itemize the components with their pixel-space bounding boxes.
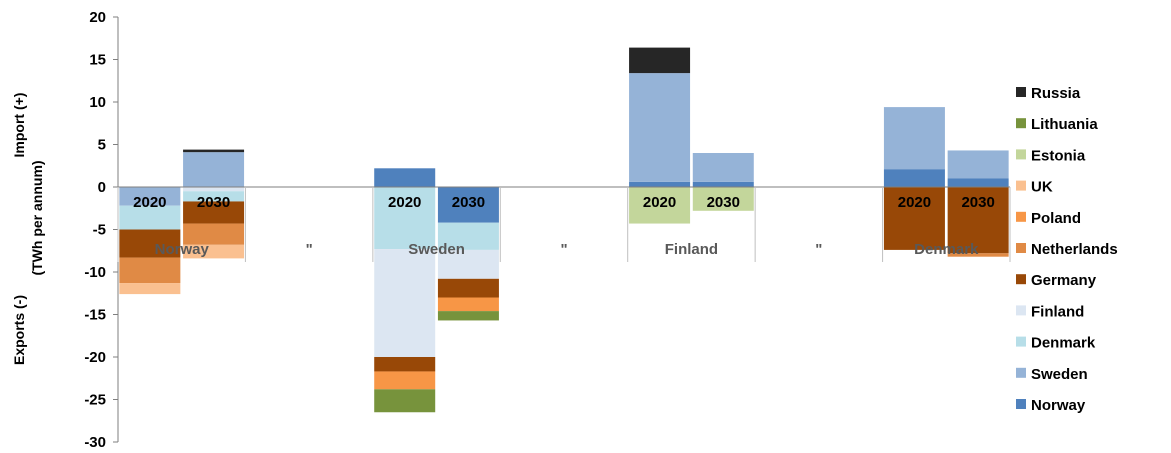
bar-segment-sweden-2030-lithuania <box>437 311 499 321</box>
y-tick-label: -15 <box>84 307 106 324</box>
legend-label-russia: Russia <box>1031 85 1081 102</box>
legend: Russia Lithuania Estonia UK Poland Netherland… <box>1016 85 1118 414</box>
legend-label-uk: UK <box>1031 179 1053 196</box>
bar-segment-norway-2030-finland <box>183 187 245 192</box>
category-label: Sweden <box>408 241 465 258</box>
year-labels: 2020 2030 2020 2030 2020 2030 2020 2030 <box>133 194 995 211</box>
bar-segment-finland-2030-norway <box>692 181 754 187</box>
legend-label-sweden: Sweden <box>1031 366 1088 383</box>
legend-swatch-russia <box>1016 87 1026 97</box>
category-label: Denmark <box>914 241 979 258</box>
bar-segment-sweden-2020-poland <box>374 371 436 390</box>
bar-segment-denmark-2030-germany <box>947 187 1009 254</box>
bar-segment-norway-2020-denmark <box>119 205 181 230</box>
axis-lines <box>117 17 1011 442</box>
bar-segment-norway-2030-denmark <box>183 191 245 202</box>
bar-segment-denmark-2020-norway <box>883 169 945 187</box>
bars <box>119 47 1009 413</box>
bar-segment-denmark-2030-netherlands <box>947 253 1009 257</box>
bar-segment-sweden-2030-finland <box>437 249 499 279</box>
category-label: " <box>560 241 567 258</box>
year-label: 2030 <box>197 194 230 211</box>
bar-segment-norway-2020-sweden <box>119 187 181 206</box>
bar-segment-norway-2020-germany <box>119 229 181 258</box>
y-tick-label: -5 <box>93 222 106 239</box>
y-tick-label: -25 <box>84 392 106 409</box>
bar-segment-norway-2020-netherlands <box>119 257 181 284</box>
y-tick-label: 10 <box>89 94 106 111</box>
legend-swatch-uk <box>1016 180 1026 191</box>
year-label: 2020 <box>898 194 931 211</box>
bar-segment-norway-2030-russia <box>183 149 245 153</box>
y-tick-label: -20 <box>84 349 106 366</box>
legend-label-norway: Norway <box>1031 397 1086 414</box>
bar-segment-denmark-2030-norway <box>947 178 1009 187</box>
bar-segment-norway-2030-uk <box>183 244 245 259</box>
bar-segment-sweden-2020-finland <box>374 249 436 357</box>
y-tick-label: -30 <box>84 434 106 451</box>
legend-swatch-lithuania <box>1016 118 1026 129</box>
bar-segment-norway-2030-sweden <box>183 152 245 187</box>
legend-label-germany: Germany <box>1031 272 1097 289</box>
bar-segment-sweden-2020-lithuania <box>374 389 436 413</box>
bar-segment-sweden-2020-germany <box>374 357 436 372</box>
legend-label-lithuania: Lithuania <box>1031 116 1098 133</box>
bar-segment-sweden-2030-germany <box>437 278 499 298</box>
y-tick-label: 20 <box>89 9 106 26</box>
y-tick-label: 0 <box>98 179 106 196</box>
legend-swatch-poland <box>1016 211 1026 222</box>
bar-segment-finland-2020-estonia <box>629 187 691 224</box>
bar-segment-denmark-2020-germany <box>883 187 945 250</box>
year-label: 2030 <box>707 194 740 211</box>
bar-segment-sweden-2030-denmark <box>437 222 499 250</box>
year-label: 2030 <box>452 194 485 211</box>
year-label: 2020 <box>133 194 166 211</box>
y-axis-title-exports: Exports (-) <box>11 295 27 365</box>
bar-segment-sweden-2030-poland <box>437 297 499 312</box>
year-label: 2030 <box>961 194 994 211</box>
bar-segment-denmark-2030-sweden <box>947 150 1009 179</box>
y-axis-titles: Import (+) (TWh per annum) Exports (-) <box>11 93 45 365</box>
bar-segment-finland-2030-sweden <box>692 153 754 182</box>
bar-segment-sweden-2020-denmark <box>374 187 436 250</box>
y-axis-title-unit: (TWh per annum) <box>29 160 45 275</box>
category-labels: Norway " Sweden " Finland " Denmark <box>155 241 979 258</box>
category-label: Finland <box>665 241 718 258</box>
year-label: 2020 <box>388 194 421 211</box>
category-label: Norway <box>155 241 210 258</box>
bar-segment-finland-2020-norway <box>629 181 691 187</box>
legend-swatch-estonia <box>1016 149 1026 160</box>
y-axis-title-import: Import (+) <box>11 93 27 158</box>
legend-swatch-norway <box>1016 399 1026 409</box>
legend-swatch-germany <box>1016 274 1026 285</box>
legend-swatch-finland <box>1016 305 1026 316</box>
bar-segment-finland-2020-sweden <box>629 73 691 182</box>
year-label: 2020 <box>643 194 676 211</box>
y-tick-label: 5 <box>98 137 106 154</box>
bar-segment-denmark-2020-sweden <box>883 107 945 170</box>
category-label: " <box>306 241 313 258</box>
legend-swatch-netherlands <box>1016 243 1026 253</box>
legend-label-estonia: Estonia <box>1031 147 1086 164</box>
legend-label-netherlands: Netherlands <box>1031 241 1118 258</box>
legend-swatch-sweden <box>1016 367 1026 378</box>
y-tick-label: -10 <box>84 264 106 281</box>
legend-label-denmark: Denmark <box>1031 335 1096 352</box>
legend-swatch-denmark <box>1016 336 1026 347</box>
category-label: " <box>815 241 822 258</box>
bar-segment-finland-2030-estonia <box>692 187 754 211</box>
bar-segment-norway-2030-germany <box>183 201 245 224</box>
y-tick-label: 15 <box>89 52 106 69</box>
legend-label-poland: Poland <box>1031 210 1081 227</box>
bar-segment-sweden-2030-norway <box>437 187 499 223</box>
bar-segment-finland-2020-russia <box>629 47 691 74</box>
bar-segment-sweden-2020-norway <box>374 168 436 187</box>
y-axis-ticks: 20 15 10 5 0 -5 -10 -15 -20 -25 -30 <box>84 9 118 451</box>
bar-segment-norway-2030-netherlands <box>183 223 245 245</box>
bar-segment-norway-2020-uk <box>119 283 181 295</box>
legend-label-finland: Finland <box>1031 303 1084 320</box>
